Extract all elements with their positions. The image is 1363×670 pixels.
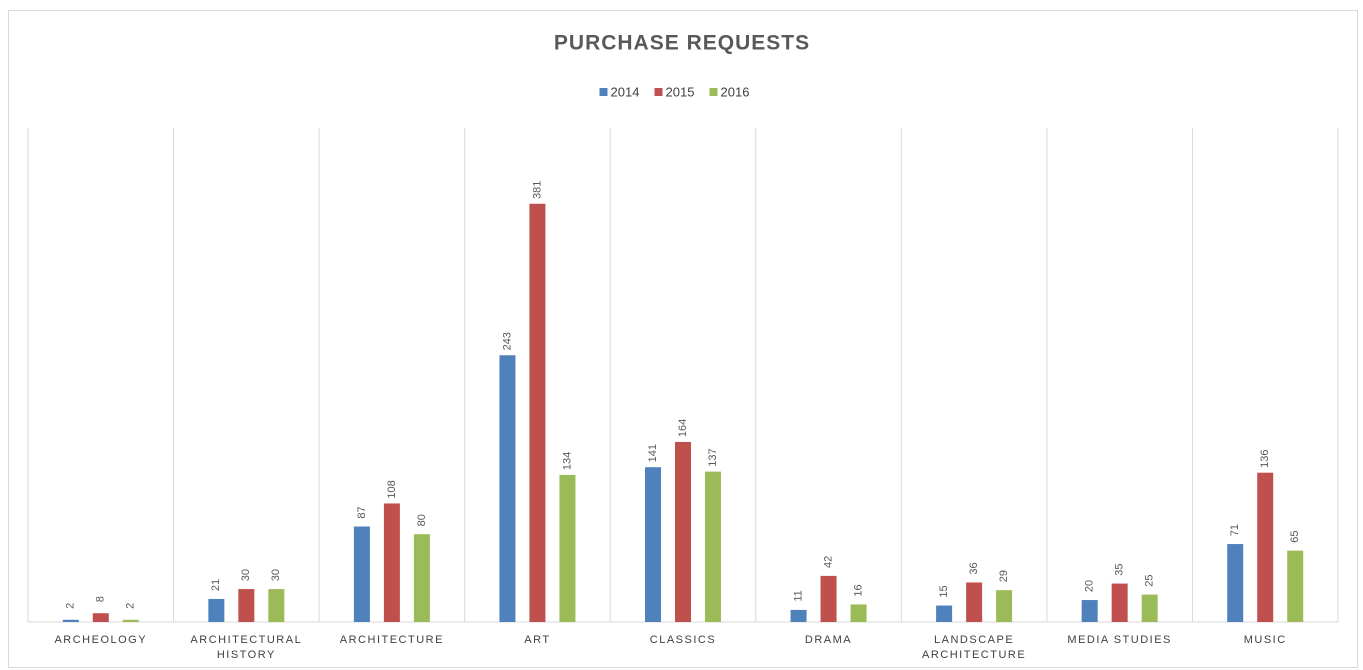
bar: [529, 203, 546, 622]
bar: [208, 598, 225, 622]
bar: [268, 589, 285, 622]
x-tick-label: ARCHITECTURE: [339, 634, 444, 646]
bar: [92, 613, 109, 622]
data-label: 11: [792, 590, 804, 601]
data-label: 42: [822, 556, 834, 568]
bar: [1257, 472, 1274, 622]
data-label: 30: [270, 569, 282, 581]
data-label: 2: [125, 603, 137, 609]
bar: [850, 604, 867, 622]
data-label: 16: [852, 584, 864, 596]
data-label: 80: [416, 514, 428, 526]
data-label: 15: [938, 585, 950, 597]
bar: [966, 582, 983, 622]
data-label: 20: [1084, 580, 1096, 592]
x-tick-label: ART: [524, 634, 551, 646]
data-label: 164: [677, 419, 689, 437]
data-label: 141: [647, 444, 659, 462]
bar: [499, 355, 516, 622]
x-tick-label: LANDSCAPE ARCHITECTURE: [922, 634, 1027, 661]
bar: [996, 590, 1013, 622]
x-tick-label: DRAMA: [804, 634, 853, 646]
bar: [645, 467, 661, 622]
data-label: 243: [501, 332, 513, 350]
bar: [675, 441, 691, 622]
data-label: 136: [1259, 450, 1271, 468]
bar: [238, 589, 255, 622]
data-label: 108: [386, 480, 398, 498]
bar: [1081, 600, 1098, 622]
data-label: 21: [210, 579, 222, 591]
bar: [122, 619, 139, 622]
bar: [1141, 594, 1158, 622]
bar: [1287, 550, 1304, 622]
x-tick-label: ARCHITECTURAL HISTORY: [190, 634, 303, 661]
x-tick-label: CLASSICS: [649, 634, 717, 646]
bar: [559, 474, 576, 622]
bar: [1111, 583, 1128, 622]
bar: [705, 471, 721, 622]
data-label: 35: [1114, 563, 1126, 575]
x-tick-label: ARCHEOLOGY: [54, 634, 148, 646]
legend-label: 2015: [666, 84, 695, 99]
data-label: 137: [707, 448, 719, 466]
bar: [62, 619, 79, 622]
bar: [936, 605, 953, 622]
data-label: 381: [531, 181, 543, 199]
data-label: 71: [1229, 524, 1241, 536]
bar: [353, 526, 370, 622]
bar: [820, 575, 837, 622]
chart-title: PURCHASE REQUESTS: [554, 32, 810, 55]
bar: [790, 609, 807, 622]
bar: [1227, 544, 1244, 622]
data-label: 87: [356, 506, 368, 518]
bar: [413, 534, 430, 622]
legend-swatch: [709, 88, 718, 96]
legend-swatch: [654, 88, 663, 96]
data-label: 25: [1144, 574, 1156, 586]
data-label: 29: [998, 570, 1010, 582]
legend-label: 2016: [721, 84, 750, 99]
x-tick-label: MEDIA STUDIES: [1067, 634, 1172, 646]
data-label: 30: [240, 569, 252, 581]
bar: [383, 503, 400, 622]
data-label: 2: [65, 603, 77, 609]
data-label: 8: [95, 596, 107, 602]
data-label: 36: [968, 562, 980, 574]
data-label: 134: [561, 452, 573, 470]
data-label: 65: [1289, 531, 1301, 543]
x-tick-label: MUSIC: [1243, 634, 1287, 646]
legend-label: 2014: [611, 84, 640, 99]
legend-swatch: [599, 88, 608, 96]
